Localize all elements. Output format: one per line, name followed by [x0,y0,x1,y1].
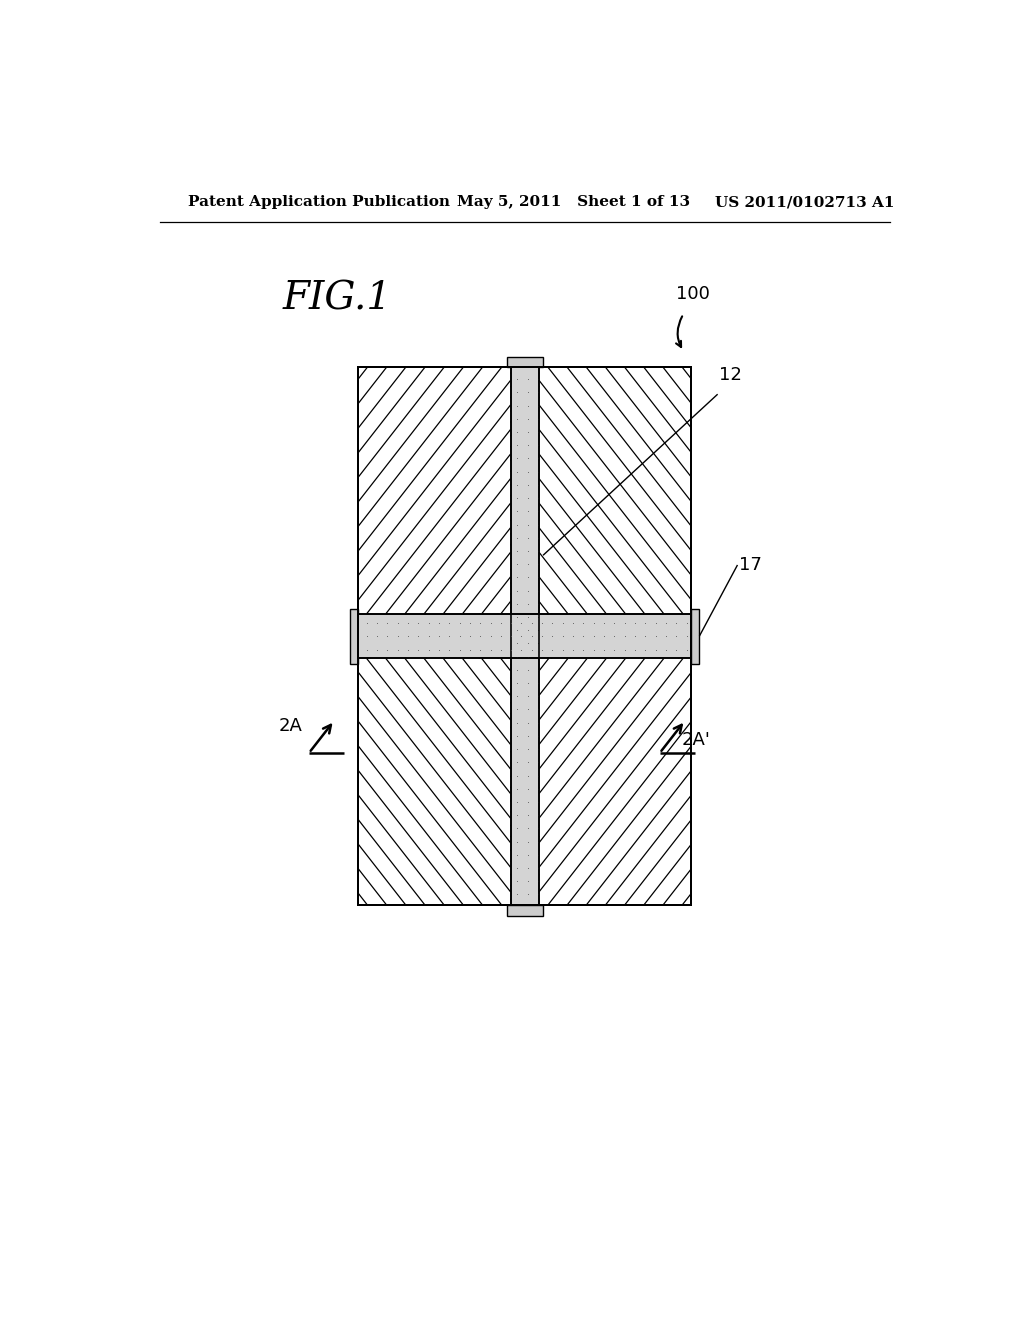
Text: 2A: 2A [279,717,303,735]
Bar [511,367,539,906]
Bar [511,367,539,906]
Text: 17: 17 [739,556,762,574]
Text: 100: 100 [676,285,710,302]
Bar [358,614,691,659]
Text: 12: 12 [719,366,742,384]
Bar [507,906,543,916]
Text: FIG.1: FIG.1 [283,280,392,317]
Bar [358,614,691,659]
Bar [350,609,358,664]
Bar [358,367,691,906]
Text: Patent Application Publication: Patent Application Publication [187,195,450,209]
Bar [358,367,691,906]
Text: May 5, 2011   Sheet 1 of 13: May 5, 2011 Sheet 1 of 13 [458,195,690,209]
Bar [507,356,543,367]
Bar [691,609,699,664]
Text: US 2011/0102713 A1: US 2011/0102713 A1 [715,195,895,209]
Text: 2A': 2A' [682,731,711,748]
